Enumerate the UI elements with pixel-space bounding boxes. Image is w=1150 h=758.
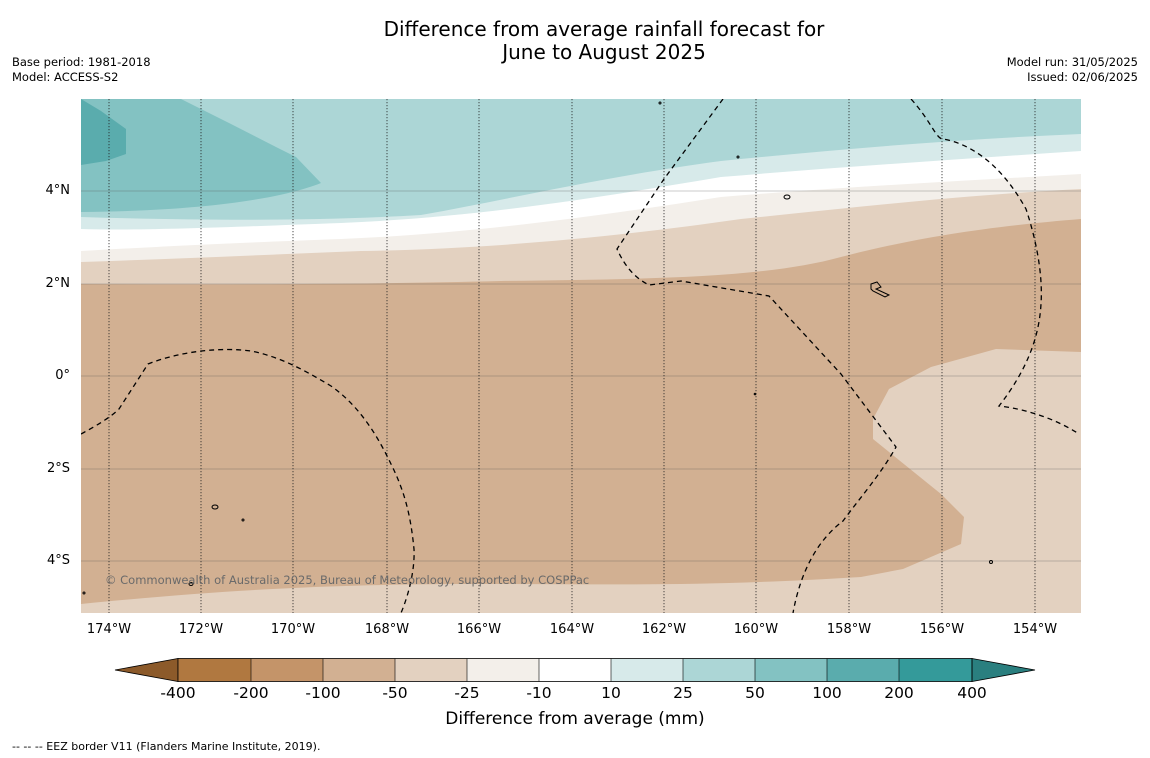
issued-label: Issued: 02/06/2025 [1027, 70, 1138, 84]
lon-label-156w: 156°W [919, 622, 965, 637]
lat-label-4s: 4°S [46, 553, 70, 568]
colorbar-swatch-3 [323, 658, 395, 682]
eez-borders [81, 99, 1080, 613]
colorbar-extend-low [114, 658, 179, 682]
model-run-label: Model run: 31/05/2025 [1006, 55, 1138, 69]
region-south-light [81, 349, 1081, 613]
lon-label-174w: 174°W [86, 622, 132, 637]
base-period-label: Base period: 1981-2018 [12, 55, 151, 69]
colorbar-swatch-1 [178, 658, 251, 682]
colorbar-label: 100 [812, 684, 842, 702]
colorbar-label: -100 [305, 684, 341, 702]
colorbar-swatch-5 [467, 658, 539, 682]
islands [82, 101, 993, 595]
lon-label-158w: 158°W [826, 622, 872, 637]
colorbar-frame [177, 658, 973, 682]
eez-footnote: -- -- -- EEZ border V11 (Flanders Marine… [12, 740, 321, 753]
lon-label-170w: 170°W [270, 622, 316, 637]
meta-right: Model run: 31/05/2025 Issued: 02/06/2025 [1007, 55, 1138, 85]
title-line-2: June to August 2025 [502, 40, 706, 64]
region-band-25-50 [81, 99, 1081, 220]
lat-label-4n: 4°N [45, 183, 71, 198]
colorbar-label: -200 [233, 684, 269, 702]
lat-gridlines [81, 190, 1081, 562]
meta-left: Base period: 1981-2018 Model: ACCESS-S2 [12, 55, 151, 85]
colorbar-swatch-4 [395, 658, 467, 682]
lat-label-2n: 2°N [45, 276, 71, 291]
lon-label-168w: 168°W [364, 622, 410, 637]
colorbar-label: -25 [454, 684, 480, 702]
colorbar-label: -50 [382, 684, 408, 702]
chart-title: Difference from average rainfall forecas… [0, 18, 1150, 64]
lon-label-172w: 172°W [178, 622, 224, 637]
colorbar [114, 658, 1036, 682]
colorbar-swatch-2 [251, 658, 323, 682]
colorbar-swatch-11 [899, 658, 972, 682]
model-label: Model: ACCESS-S2 [12, 70, 119, 84]
colorbar-label: -400 [160, 684, 196, 702]
colorbar-swatch-6 [539, 658, 611, 682]
colorbar-dividers [250, 658, 900, 682]
colorbar-label: 400 [957, 684, 987, 702]
map-panel[interactable] [81, 99, 1081, 613]
lon-label-164w: 164°W [549, 622, 595, 637]
title-line-1: Difference from average rainfall forecas… [383, 17, 825, 41]
lat-label-2s: 2°S [46, 461, 70, 476]
copyright-notice: © Commonwealth of Australia 2025, Bureau… [105, 573, 590, 587]
colorbar-swatch-7 [611, 658, 683, 682]
colorbar-title: Difference from average (mm) [445, 709, 705, 729]
colorbar-swatch-9 [755, 658, 827, 682]
lat-label-0: 0° [55, 368, 70, 383]
lon-label-162w: 162°W [641, 622, 687, 637]
lon-label-166w: 166°W [456, 622, 502, 637]
colorbar-swatch-8 [683, 658, 755, 682]
colorbar-label: 10 [601, 684, 621, 702]
lon-label-160w: 160°W [733, 622, 779, 637]
colorbar-label: -10 [526, 684, 552, 702]
colorbar-label: 50 [745, 684, 765, 702]
map-svg [81, 99, 1081, 613]
colorbar-label: 200 [884, 684, 914, 702]
colorbar-label: 25 [673, 684, 693, 702]
region-band-50-100 [81, 99, 321, 212]
colorbar-swatch-10 [827, 658, 899, 682]
lon-label-154w: 154°W [1012, 622, 1058, 637]
region-band-100-200 [81, 99, 126, 165]
colorbar-extend-high [971, 658, 1036, 682]
